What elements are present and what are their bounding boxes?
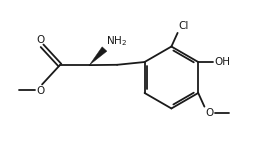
Polygon shape [89, 47, 107, 65]
Text: OH: OH [214, 57, 230, 67]
Text: O: O [205, 108, 213, 118]
Text: O: O [37, 35, 45, 44]
Text: Cl: Cl [178, 21, 189, 31]
Text: NH$_2$: NH$_2$ [106, 34, 128, 48]
Text: O: O [37, 86, 45, 96]
